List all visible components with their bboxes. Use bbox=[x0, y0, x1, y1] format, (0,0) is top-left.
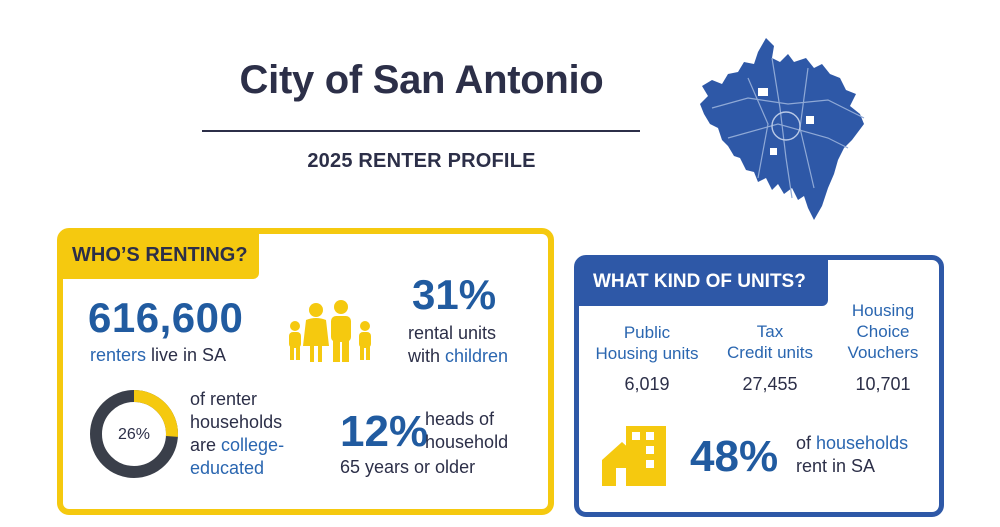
public-housing-value: 6,019 bbox=[624, 374, 670, 394]
housing-vouchers-value: 10,701 bbox=[855, 374, 911, 394]
tax-credit-label-2: Credit units bbox=[727, 343, 813, 362]
whos-renting-tag: WHO’S RENTING? bbox=[60, 231, 259, 279]
college-line2: households bbox=[190, 412, 283, 432]
seniors-line3: 65 years or older bbox=[340, 457, 476, 477]
households-pre: of bbox=[796, 433, 817, 453]
page-title: City of San Antonio bbox=[239, 58, 604, 102]
seniors-line2: household bbox=[425, 432, 509, 452]
title-divider bbox=[202, 130, 640, 132]
tax-credit-label-1: Tax bbox=[756, 322, 784, 341]
seniors-line1: heads of bbox=[425, 409, 495, 429]
public-housing-label-2: Housing units bbox=[595, 344, 699, 363]
family-icon bbox=[289, 300, 371, 362]
children-line2-pre: with bbox=[408, 346, 446, 366]
college-highlight-a: college- bbox=[221, 435, 285, 455]
households-rent-percent: 48% bbox=[690, 432, 779, 481]
donut-percent-label: 26% bbox=[118, 426, 150, 443]
college-line1: of renter bbox=[190, 389, 258, 409]
renters-highlight: renters bbox=[90, 345, 147, 365]
housing-vouchers-label-1: Housing bbox=[851, 301, 915, 320]
housing-vouchers-label-3: Vouchers bbox=[847, 343, 919, 362]
children-line1: rental units bbox=[408, 323, 497, 343]
unit-types-tag: WHAT KIND OF UNITS? bbox=[577, 258, 828, 306]
college-line3-pre: are bbox=[190, 435, 222, 455]
public-housing-label: Public Housing units bbox=[590, 322, 704, 364]
college-highlight-b: educated bbox=[190, 458, 265, 478]
housing-vouchers-label-2: Choice bbox=[856, 322, 910, 341]
tax-credit-label: Tax Credit units bbox=[716, 321, 824, 363]
san-antonio-map-icon bbox=[700, 38, 865, 220]
renters-caption: renters live in SA bbox=[90, 344, 226, 367]
college-caption: of renter households are college- educat… bbox=[190, 388, 284, 480]
page-subtitle: 2025 RENTER PROFILE bbox=[307, 150, 536, 172]
renters-rest: live in SA bbox=[146, 345, 227, 365]
seniors-caption-top: heads of household bbox=[425, 408, 508, 454]
children-highlight: children bbox=[445, 346, 509, 366]
children-percent: 31% bbox=[412, 271, 497, 318]
college-donut-chart: 26% bbox=[90, 390, 178, 478]
children-line2: with children bbox=[408, 345, 508, 368]
seniors-percent: 12% bbox=[340, 407, 429, 456]
households-highlight: households bbox=[816, 433, 909, 453]
households-line1: of households bbox=[796, 432, 908, 455]
households-line2: rent in SA bbox=[796, 456, 876, 476]
housing-vouchers-label: Housing Choice Vouchers bbox=[832, 300, 934, 363]
college-line3: are college- bbox=[190, 434, 284, 457]
tax-credit-value: 27,455 bbox=[742, 374, 798, 394]
public-housing-label-1: Public bbox=[623, 323, 671, 342]
children-caption: rental units with children bbox=[408, 322, 508, 368]
building-house-icon bbox=[602, 426, 666, 486]
renters-count: 616,600 bbox=[88, 294, 244, 341]
households-rent-caption: of households rent in SA bbox=[796, 432, 908, 478]
